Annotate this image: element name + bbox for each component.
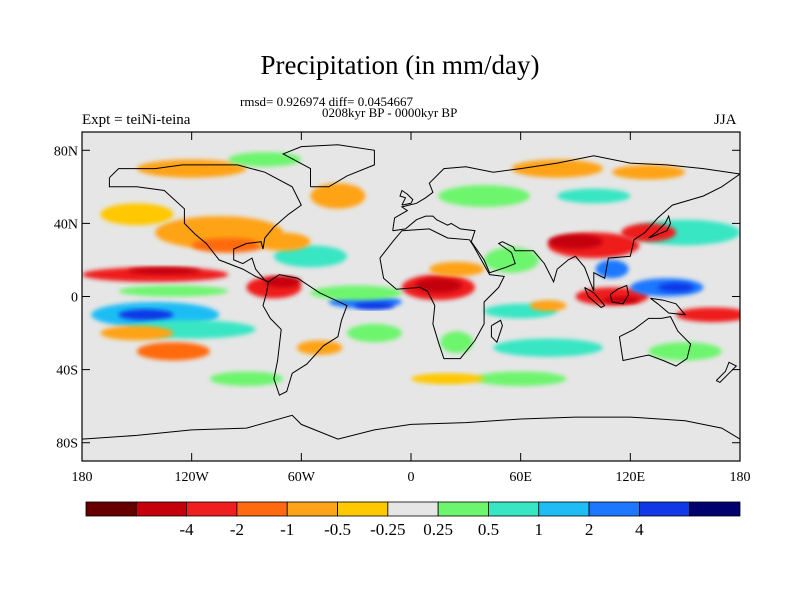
lat-tick-label: 80N — [54, 144, 78, 159]
anomaly-region — [296, 340, 343, 355]
coastline — [609, 284, 630, 305]
anomaly-region — [310, 285, 402, 301]
coastline — [490, 319, 503, 344]
colorbar-box — [337, 501, 389, 517]
colorbar-label: -1 — [280, 520, 294, 539]
coastline — [82, 414, 740, 440]
colorbar-box — [638, 501, 691, 517]
coastlines — [82, 144, 740, 440]
colorbar-label: 4 — [635, 520, 644, 539]
anomaly-region — [411, 373, 485, 385]
anomaly-region — [648, 342, 722, 361]
colorbar-label: -4 — [180, 520, 195, 539]
anomaly-region — [118, 285, 229, 297]
anomaly-region — [310, 183, 366, 209]
coastline — [399, 189, 414, 206]
anomaly-region — [414, 278, 463, 293]
anomaly-region — [264, 276, 302, 288]
anomaly-region — [136, 159, 247, 178]
anomaly-region — [676, 307, 740, 323]
colorbar-box — [236, 501, 288, 517]
colorbar-label: -0.5 — [324, 520, 351, 539]
anomaly-region — [255, 232, 311, 251]
lon-tick-label: 180 — [72, 470, 93, 485]
lon-tick-label: 60W — [288, 470, 316, 485]
anomaly-region — [228, 152, 302, 167]
anomaly-region — [602, 296, 640, 304]
anomaly-region — [474, 371, 567, 387]
colorbar-label: 1 — [535, 520, 544, 539]
lon-tick-label: 120E — [616, 470, 646, 485]
colorbar-box — [488, 501, 540, 517]
lat-tick-label: 40S — [56, 364, 78, 379]
anomaly-region — [657, 282, 695, 292]
anomaly-region — [548, 234, 603, 249]
axis-ticks: 80N 40N 0 40S 80S 180 120W 60W 0 60E 120E 180 — [54, 132, 751, 485]
anomaly-region — [127, 267, 201, 275]
colorbar-label: -0.25 — [370, 520, 405, 539]
colorbar-label: 0.5 — [478, 520, 499, 539]
coastline — [281, 144, 375, 188]
anomaly-region — [493, 338, 603, 357]
rmsd-diff-line: rmsd= 0.926974 diff= 0.0454667 — [240, 94, 413, 109]
colorbar-box — [186, 501, 238, 517]
anomaly-region — [118, 309, 174, 321]
anomaly-region — [136, 342, 210, 361]
coastline — [715, 361, 738, 384]
anomaly-region — [273, 245, 348, 268]
colorbar-box — [538, 501, 590, 517]
colorbar-label: 0.25 — [423, 520, 453, 539]
coastline — [392, 155, 740, 292]
lat-tick-label: 80S — [56, 437, 78, 452]
lon-tick-label: 120W — [175, 470, 210, 485]
coastline — [648, 214, 672, 239]
colorbar-box — [689, 501, 741, 517]
anomaly-region — [557, 188, 631, 204]
anomaly-region — [100, 325, 174, 341]
anomaly-region — [440, 331, 474, 354]
lat-tick-label: 40N — [54, 217, 78, 232]
season-label: JJA — [714, 112, 737, 128]
anomaly-region — [429, 261, 485, 277]
lon-tick-label: 0 — [408, 470, 415, 485]
coastline — [584, 286, 606, 309]
colorbar-label: -2 — [230, 520, 244, 539]
lon-tick-label: 60E — [509, 470, 532, 485]
colorbar-box — [437, 501, 489, 517]
anomaly-region — [100, 203, 174, 226]
colorbar-label: 2 — [585, 520, 594, 539]
plot-title: Precipitation (in mm/day) — [260, 50, 540, 80]
precipitation-anomaly-field — [82, 152, 740, 387]
experiment-label: Expt = teiNi-teina — [82, 112, 191, 128]
anomaly-region — [595, 259, 629, 279]
anomaly-region — [347, 323, 402, 343]
coastline — [379, 228, 505, 360]
anomaly-region — [209, 371, 284, 387]
period-line: 0208kyr BP - 0000kyr BP — [322, 105, 458, 120]
anomaly-region — [529, 300, 567, 312]
anomaly-region — [511, 159, 603, 178]
lon-tick-label: 180 — [730, 470, 751, 485]
colorbar: -4 -2 -1 -0.5 -0.25 0.25 0.5 1 2 4 — [85, 501, 741, 539]
colorbar-box — [588, 501, 640, 517]
coastline — [108, 164, 302, 283]
coastline — [262, 274, 348, 396]
colorbar-box — [286, 501, 338, 517]
anomaly-region — [621, 223, 677, 242]
colorbar-box — [387, 501, 439, 517]
coastline — [618, 316, 692, 367]
coastline — [650, 297, 687, 316]
colorbar-box — [135, 501, 188, 517]
colorbar-box — [85, 501, 137, 517]
anomaly-region — [354, 301, 395, 310]
lat-tick-label: 0 — [71, 291, 78, 306]
anomaly-region — [484, 247, 539, 273]
anomaly-region — [612, 164, 686, 180]
anomaly-region — [438, 185, 530, 207]
